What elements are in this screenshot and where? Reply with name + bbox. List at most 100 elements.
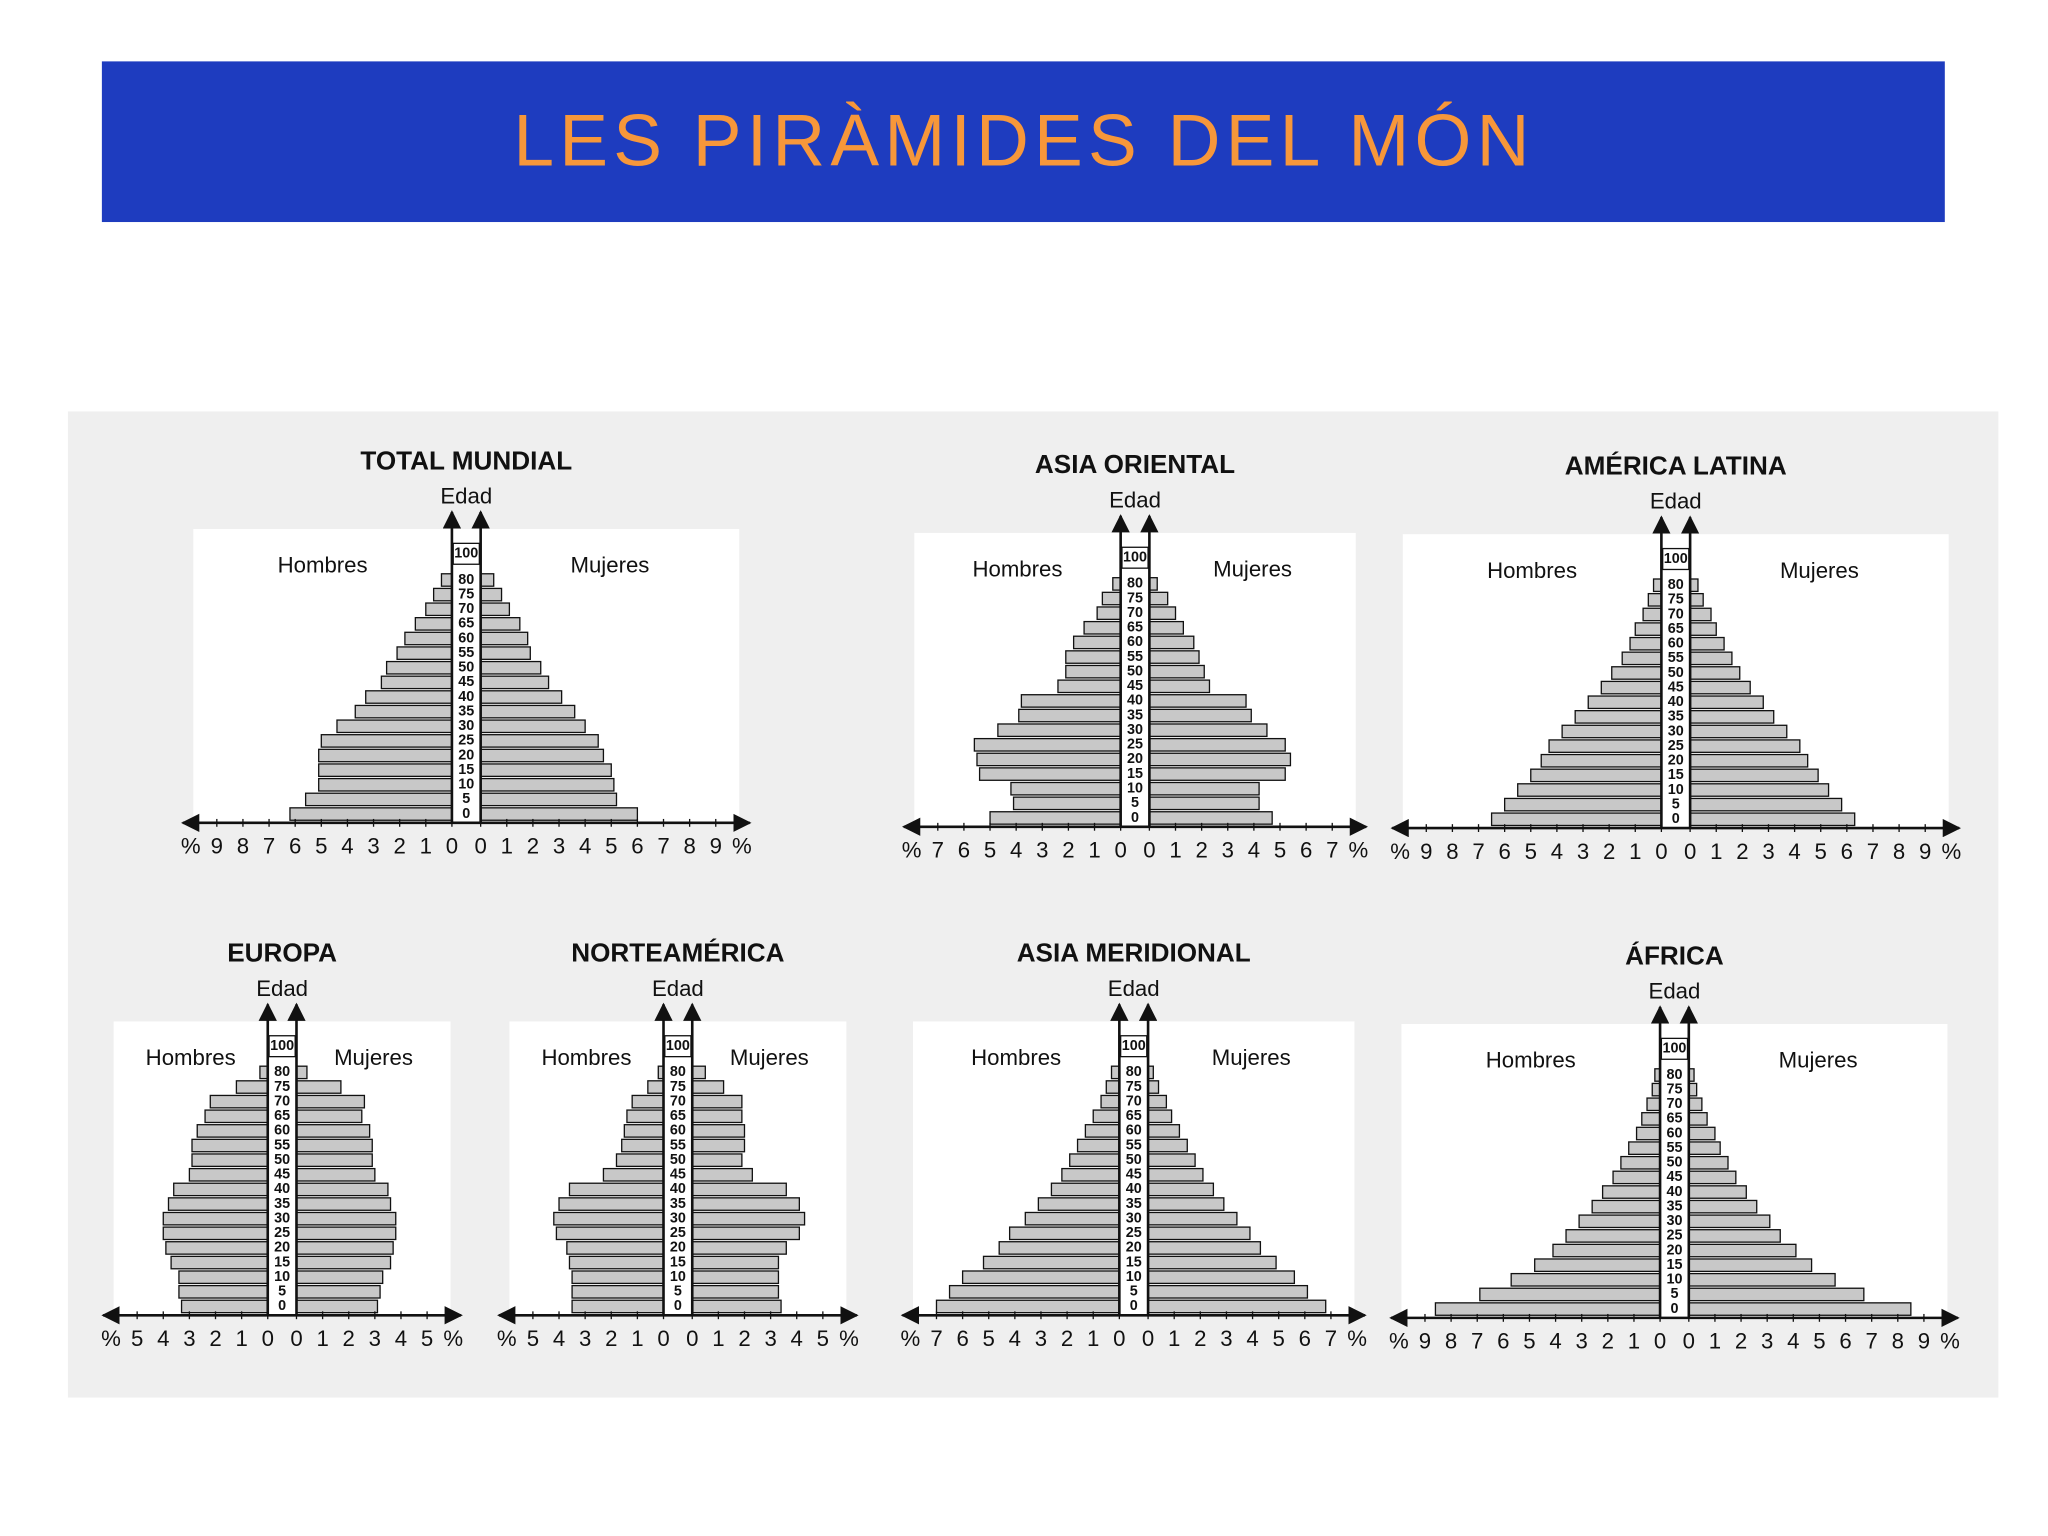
x-tick-label: 7 [1472,839,1484,864]
age-label: 55 [1666,1140,1682,1156]
bar [1020,694,1122,708]
bar [295,1241,394,1255]
age-label: 0 [1131,810,1139,826]
x-tick-label: 4 [579,834,591,859]
x-tick-label: 8 [1892,1329,1904,1354]
chart-title: ASIA ORIENTAL [1035,449,1235,479]
chart-panel [193,528,740,823]
x-tick-label: 3 [1577,839,1589,864]
bar [295,1182,389,1197]
bar [320,734,453,748]
age-label: 5 [1670,1286,1678,1302]
bar [1688,1097,1703,1112]
age-label: 60 [670,1123,686,1139]
x-unit-right: % [1347,1326,1367,1351]
bar [1587,695,1663,710]
age-label: 10 [1668,782,1684,798]
bar [1147,1080,1160,1094]
bar [336,719,453,734]
bar [295,1124,371,1138]
x-unit-left: % [1389,1329,1409,1354]
x-tick-label: 5 [984,837,996,862]
x-tick-label: 6 [1299,1326,1311,1351]
x-tick-label: 7 [1867,839,1879,864]
bar [1147,1211,1238,1226]
x-tick-label: 2 [209,1326,221,1351]
bar [1635,1126,1661,1141]
age-label: 70 [670,1093,686,1109]
x-tick-label: 0 [1654,1329,1666,1354]
bar [1688,1302,1912,1316]
bar [1591,1199,1661,1214]
age-label: 0 [1670,1301,1678,1317]
age-label: 5 [278,1284,286,1300]
x-tick-label: 4 [1246,1326,1258,1351]
bar [1510,1272,1661,1287]
age-label: 10 [458,777,474,793]
bar [691,1241,787,1255]
bar [691,1197,800,1211]
bar [1688,1214,1771,1229]
x-tick-label: 6 [1498,839,1510,864]
age-label: 50 [1668,665,1684,681]
x-unit-right: % [839,1326,859,1351]
age-label: 65 [1668,621,1684,637]
age-label: 30 [1126,1210,1142,1226]
bar [479,602,511,617]
bar [1147,1182,1215,1197]
x-unit-right: % [1940,1329,1960,1354]
age-label: 0 [674,1298,682,1314]
x-tick-label: 9 [1918,1329,1930,1354]
bar [691,1226,800,1241]
age-label: 10 [274,1269,290,1285]
x-tick-label: 3 [183,1326,195,1351]
age-label: 5 [462,791,470,807]
bar [479,646,531,660]
bar [1641,1112,1661,1126]
age-label: 70 [1666,1096,1682,1112]
x-tick-label: 0 [686,1326,698,1351]
x-tick-label: 3 [1036,837,1048,862]
legend-men: Hombres [1487,558,1577,583]
x-tick-label: 3 [1576,1329,1588,1354]
x-tick-label: 2 [1195,837,1207,862]
bar [1148,679,1211,694]
x-tick-label: 5 [1525,839,1537,864]
bar [295,1270,384,1285]
bar [1069,1153,1120,1168]
x-tick-label: 5 [983,1326,995,1351]
bar [1147,1226,1251,1241]
bar [1689,592,1704,607]
x-tick-label: 2 [1602,1329,1614,1354]
bar [1076,1138,1120,1153]
bar [1037,1197,1120,1211]
x-tick-label: 3 [553,834,565,859]
bar [188,1167,269,1182]
bar [1561,724,1663,739]
bar [1148,635,1195,650]
bar [1688,1126,1716,1141]
bar [1101,591,1122,606]
bar [1574,710,1663,724]
bar [365,690,453,704]
bar [1050,1182,1120,1197]
bar [1611,666,1663,680]
age-label: 40 [458,689,474,705]
age-label: 45 [1666,1169,1682,1185]
age-label: 20 [274,1240,290,1256]
x-tick-label: 1 [235,1326,247,1351]
x-tick-label: 2 [343,1326,355,1351]
bar [1479,1287,1661,1302]
bar [961,1270,1120,1285]
bar [404,631,453,646]
bar [1621,651,1663,666]
y-axis-label: Edad [1109,487,1161,512]
x-tick-label: 4 [1010,837,1022,862]
bar [479,763,612,778]
bar [1552,1243,1661,1258]
x-unit-left: % [101,1326,121,1351]
age-label: 25 [1668,738,1684,754]
x-tick-label: 9 [710,834,722,859]
bar [691,1299,782,1314]
bar [1688,1185,1747,1199]
